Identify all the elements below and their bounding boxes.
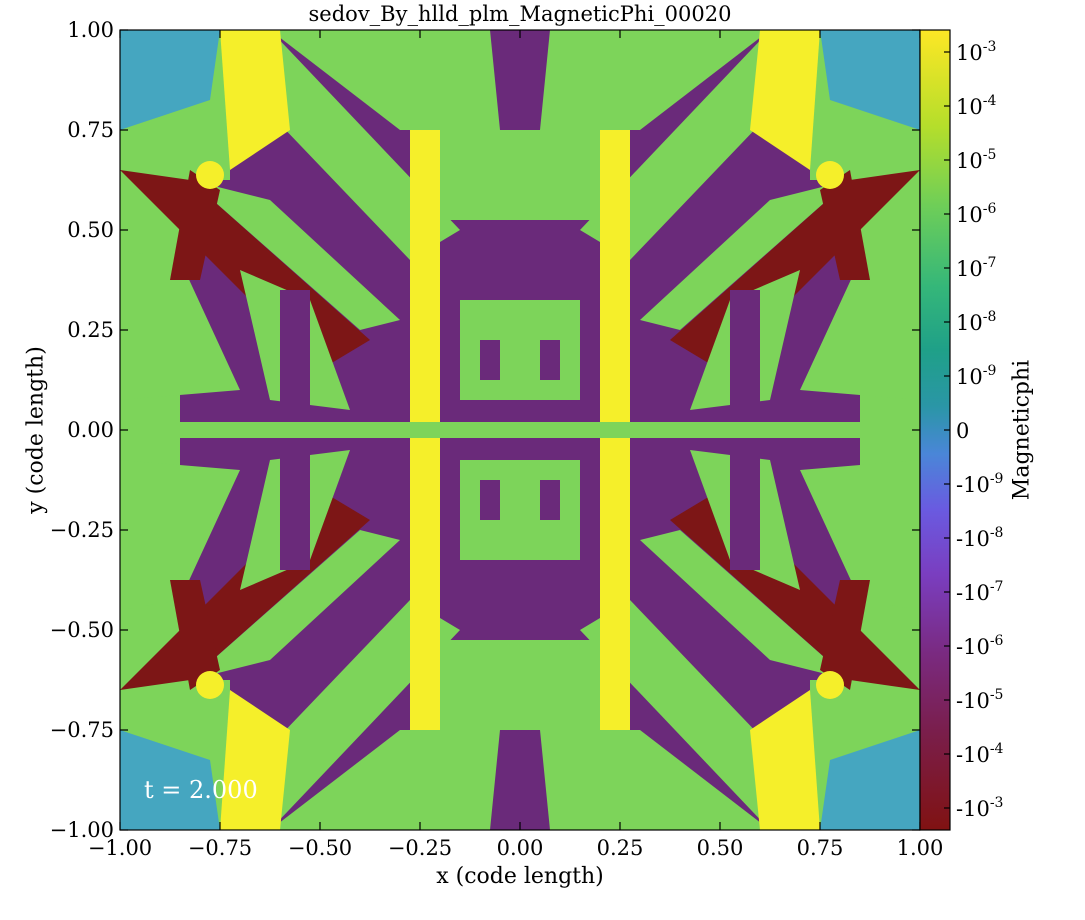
y-tick-label: 0.50 [67, 218, 114, 242]
colorbar-tick-label: 10-6 [956, 201, 996, 227]
field-region [480, 480, 500, 520]
field-region [820, 30, 920, 130]
field-region [480, 340, 500, 380]
colorbar-tick-label: 10-5 [956, 147, 996, 173]
field-region [120, 30, 220, 130]
field-region [280, 450, 310, 570]
field-region [750, 690, 820, 830]
field-region [440, 640, 520, 730]
y-tick-label: 0.00 [67, 418, 114, 442]
field-region [730, 450, 760, 570]
shock-spot [196, 161, 224, 189]
field-region [120, 250, 240, 400]
colorbar-tick-label: -10-8 [956, 525, 1003, 551]
x-tick-label: −0.25 [388, 836, 452, 860]
colorbar-ticks: 10-3 10-4 10-5 10-6 10-7 10-8 10-9 0 -10-9 -10-8 -… [944, 39, 1004, 821]
field-region [520, 640, 600, 730]
field-region [540, 730, 770, 830]
colorbar-tick-label: -10-9 [956, 471, 1003, 497]
y-axis-label: y (code length) [23, 346, 49, 514]
y-tick-label: 0.75 [67, 118, 114, 142]
field-region [520, 130, 600, 220]
field-region [440, 130, 520, 220]
field-region [520, 430, 920, 438]
field-region [280, 290, 310, 410]
colorbar-tick-label: -10-4 [956, 741, 1004, 767]
colorbar-tick-label: 0 [956, 419, 969, 443]
colorbar-tick-label: -10-3 [956, 795, 1003, 821]
field-region [270, 730, 500, 830]
field-region [190, 530, 400, 680]
x-tick-label: 1.00 [897, 836, 944, 860]
field-region [120, 730, 220, 830]
y-tick-label: −0.75 [50, 718, 114, 742]
field-region [800, 460, 920, 610]
field-region [640, 180, 850, 330]
y-tick-label: 1.00 [67, 18, 114, 42]
x-tick-label: 0.75 [797, 836, 844, 860]
x-axis-label: x (code length) [436, 864, 604, 889]
colorbar-tick-label: 10-9 [956, 363, 996, 389]
x-tick-label: −0.50 [288, 836, 352, 860]
x-tick-label: 0.00 [497, 836, 544, 860]
colorbar-tick-label: -10-5 [956, 687, 1003, 713]
colorbar-tick-label: -10-7 [956, 579, 1003, 605]
field-region [600, 430, 630, 730]
time-annotation: t = 2.000 [144, 776, 258, 804]
y-tick-label: 0.25 [67, 318, 114, 342]
field-region [640, 530, 850, 680]
y-tick-label: −1.00 [50, 818, 114, 842]
field-region [120, 460, 240, 610]
field-region [270, 30, 500, 130]
chart-title: sedov_By_hlld_plm_MagneticPhi_00020 [308, 2, 732, 26]
field-region [540, 480, 560, 520]
field-region [220, 690, 290, 830]
colorbar-label: Magneticphi [1009, 359, 1035, 501]
x-tick-label: −0.75 [188, 836, 252, 860]
field-region [410, 130, 440, 430]
field-region [820, 580, 870, 690]
shock-spot [196, 671, 224, 699]
colorbar-tick-label: 10-4 [956, 93, 996, 119]
field-region [170, 170, 220, 280]
x-tick-label: 0.50 [697, 836, 744, 860]
field-region [120, 430, 520, 438]
field-region [120, 422, 520, 430]
shock-spot [816, 671, 844, 699]
field-region [410, 430, 440, 730]
colorbar-tick-label: 10-7 [956, 255, 996, 281]
x-tick-label: 0.25 [597, 836, 644, 860]
field-region [820, 730, 920, 830]
colorbar-tick-label: 10-3 [956, 39, 996, 65]
field-region [730, 290, 760, 410]
field-region [600, 130, 630, 430]
field-region [540, 340, 560, 380]
field-region [540, 30, 770, 130]
field-region [170, 580, 220, 690]
heatmap-field [120, 30, 920, 830]
field-region [800, 250, 920, 400]
y-tick-label: −0.25 [50, 518, 114, 542]
field-region [190, 180, 400, 330]
colorbar-tick-label: -10-6 [956, 633, 1004, 659]
x-tick-label: −1.00 [88, 836, 152, 860]
y-tick-label: −0.50 [50, 618, 114, 642]
colorbar-tick-label: 10-8 [956, 309, 996, 335]
field-region [220, 30, 290, 170]
shock-spot [816, 161, 844, 189]
field-region [520, 422, 920, 430]
field-region [750, 30, 820, 170]
field-region [820, 170, 870, 280]
